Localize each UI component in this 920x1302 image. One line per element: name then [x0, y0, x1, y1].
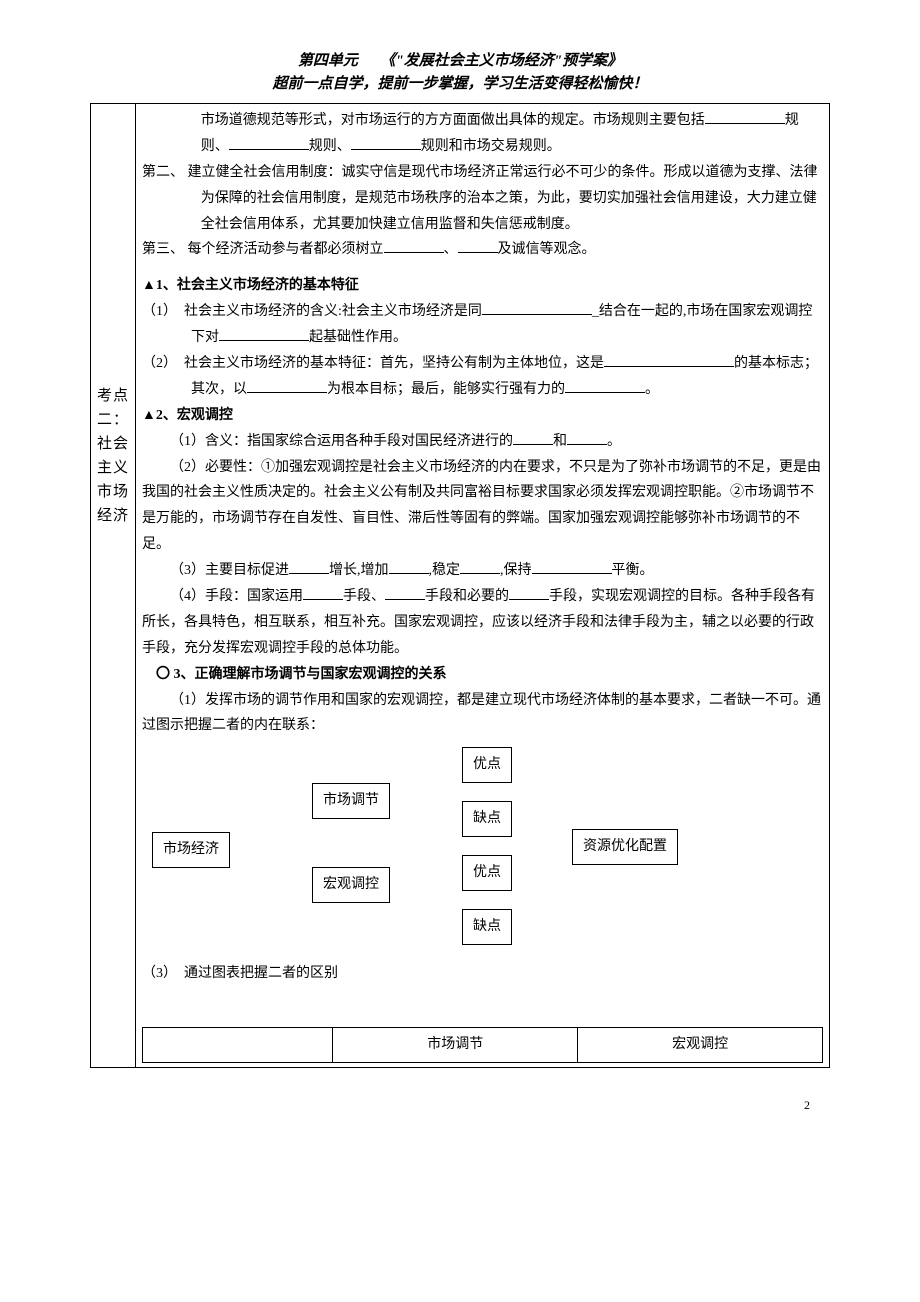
compare-col-market: 市场调节: [333, 1028, 578, 1063]
blank-field[interactable]: [458, 238, 498, 253]
item-third: 第三、 每个经济活动参与者都必须树立 、 及诚信等观念。: [142, 237, 823, 263]
blank-field[interactable]: [384, 238, 444, 253]
section-2-item-4: （4）手段：国家运用手段、手段和必要的手段，实现宏观调控的目标。各种手段各有所长…: [142, 584, 823, 662]
text: （3）主要目标促进: [170, 563, 289, 578]
section-1-item-1: （1） 社会主义市场经济的含义:社会主义市场经济是同_结合在一起的,市场在国家宏…: [142, 299, 823, 351]
text: ,稳定: [429, 563, 461, 578]
blank-field[interactable]: [289, 559, 329, 574]
header-title: 第四单元 《"发展社会主义市场经济"预学案》: [90, 50, 830, 73]
blank-field[interactable]: [303, 585, 343, 600]
blank-field[interactable]: [509, 585, 549, 600]
text: 及诚信等观念。: [498, 242, 596, 257]
text: 规则、: [309, 139, 351, 154]
blank-field[interactable]: [389, 559, 429, 574]
label: （2）: [142, 356, 170, 371]
relationship-diagram: 市场经济 市场调节 宏观调控 优点 缺点 优点 缺点 资源优化配置: [142, 747, 823, 957]
text: ,保持: [500, 563, 532, 578]
section-3-item-3: （3） 通过图表把握二者的区别: [142, 961, 823, 987]
spacer: [142, 263, 823, 273]
comparison-table: 市场调节 宏观调控: [142, 1027, 823, 1063]
label: （1）: [142, 304, 170, 319]
text: 社会主义市场经济的含义:社会主义市场经济是同: [184, 304, 482, 319]
section-3-heading: 〇 3、正确理解市场调节与国家宏观调控的关系: [142, 662, 823, 688]
section-3-item-1: （1）发挥市场的调节作用和国家的宏观调控，都是建立现代市场经济体制的基本要求，二…: [142, 688, 823, 740]
label: 第三、: [142, 242, 184, 257]
rules-paragraph: 市场道德规范等形式，对市场运行的方方面面做出具体的规定。市场规则主要包括规则、 规…: [142, 108, 823, 160]
text: 手段、: [343, 589, 385, 604]
section-2-heading: ▲2、宏观调控: [142, 403, 823, 429]
text: 社会主义市场经济的基本特征：首先，坚持公有制为主体地位，这是: [184, 356, 604, 371]
section-2-item-3: （3）主要目标促进 增长,增加 ,稳定 ,保持 平衡。: [142, 558, 823, 584]
diagram-box-market-economy: 市场经济: [152, 832, 230, 868]
text: 规则和市场交易规则。: [421, 139, 561, 154]
text: 通过图表把握二者的区别: [184, 966, 338, 981]
text: （1）含义：指国家综合运用各种手段对国民经济进行的: [170, 434, 513, 449]
text: 和: [553, 434, 567, 449]
text: （4）手段：国家运用: [170, 589, 303, 604]
text: 每个经济活动参与者都必须树立: [188, 242, 384, 257]
blank-field[interactable]: [460, 559, 500, 574]
text: 、: [444, 242, 458, 257]
blank-field[interactable]: [247, 378, 327, 393]
blank-field[interactable]: [385, 585, 425, 600]
blank-field[interactable]: [482, 300, 592, 315]
blank-field[interactable]: [565, 378, 645, 393]
content-cell: 市场道德规范等形式，对市场运行的方方面面做出具体的规定。市场规则主要包括规则、 规…: [136, 104, 830, 1068]
section-1-heading: ▲1、社会主义市场经济的基本特征: [142, 273, 823, 299]
text: 市场道德规范等形式，对市场运行的方方面面做出具体的规定。市场规则主要包括: [201, 113, 705, 128]
sidebar-label-cell: 考点二：社会主义市场经济: [91, 104, 136, 1068]
text: 增长,增加: [329, 563, 389, 578]
section-2-item-2: （2）必要性：①加强宏观调控是社会主义市场经济的内在要求，不只是为了弥补市场调节…: [142, 455, 823, 559]
sidebar-label: 考点二：社会主义市场经济: [97, 384, 129, 528]
page-header: 第四单元 《"发展社会主义市场经济"预学案》 超前一点自学，提前一步掌握，学习生…: [90, 50, 830, 95]
diagram-box-market-regulation: 市场调节: [312, 783, 390, 819]
diagram-box-resource-allocation: 资源优化配置: [572, 829, 678, 865]
blank-field[interactable]: [532, 559, 612, 574]
compare-col-macro: 宏观调控: [578, 1028, 823, 1063]
header-subtitle: 超前一点自学，提前一步掌握，学习生活变得轻松愉快！: [90, 73, 830, 96]
diagram-box-advantage-2: 优点: [462, 855, 512, 891]
diagram-box-advantage-1: 优点: [462, 747, 512, 783]
label: 第二、: [142, 165, 184, 180]
text: 建立健全社会信用制度：诚实守信是现代市场经济正常运行必不可少的条件。形成以道德为…: [188, 165, 818, 232]
blank-field[interactable]: [229, 135, 309, 150]
text: 起基础性作用。: [309, 330, 407, 345]
text: 手段和必要的: [425, 589, 509, 604]
blank-field[interactable]: [705, 109, 785, 124]
text: 。: [607, 434, 621, 449]
compare-blank-header: [143, 1028, 333, 1063]
diagram-box-disadvantage-2: 缺点: [462, 909, 512, 945]
diagram-box-macro-control: 宏观调控: [312, 867, 390, 903]
blank-field[interactable]: [567, 430, 607, 445]
text: 。: [645, 382, 659, 397]
blank-field[interactable]: [513, 430, 553, 445]
blank-field[interactable]: [351, 135, 421, 150]
blank-field[interactable]: [604, 352, 734, 367]
item-second: 第二、 建立健全社会信用制度：诚实守信是现代市场经济正常运行必不可少的条件。形成…: [142, 160, 823, 238]
text: 平衡。: [612, 563, 654, 578]
page-number: 2: [90, 1098, 830, 1113]
section-2-item-1: （1）含义：指国家综合运用各种手段对国民经济进行的 和 。: [142, 429, 823, 455]
label: （3）: [142, 966, 170, 981]
section-1-item-2: （2） 社会主义市场经济的基本特征：首先，坚持公有制为主体地位，这是的基本标志；…: [142, 351, 823, 403]
text: 为根本目标；最后，能够实行强有力的: [327, 382, 565, 397]
diagram-box-disadvantage-1: 缺点: [462, 801, 512, 837]
blank-field[interactable]: [219, 326, 309, 341]
main-content-table: 考点二：社会主义市场经济 市场道德规范等形式，对市场运行的方方面面做出具体的规定…: [90, 103, 830, 1068]
